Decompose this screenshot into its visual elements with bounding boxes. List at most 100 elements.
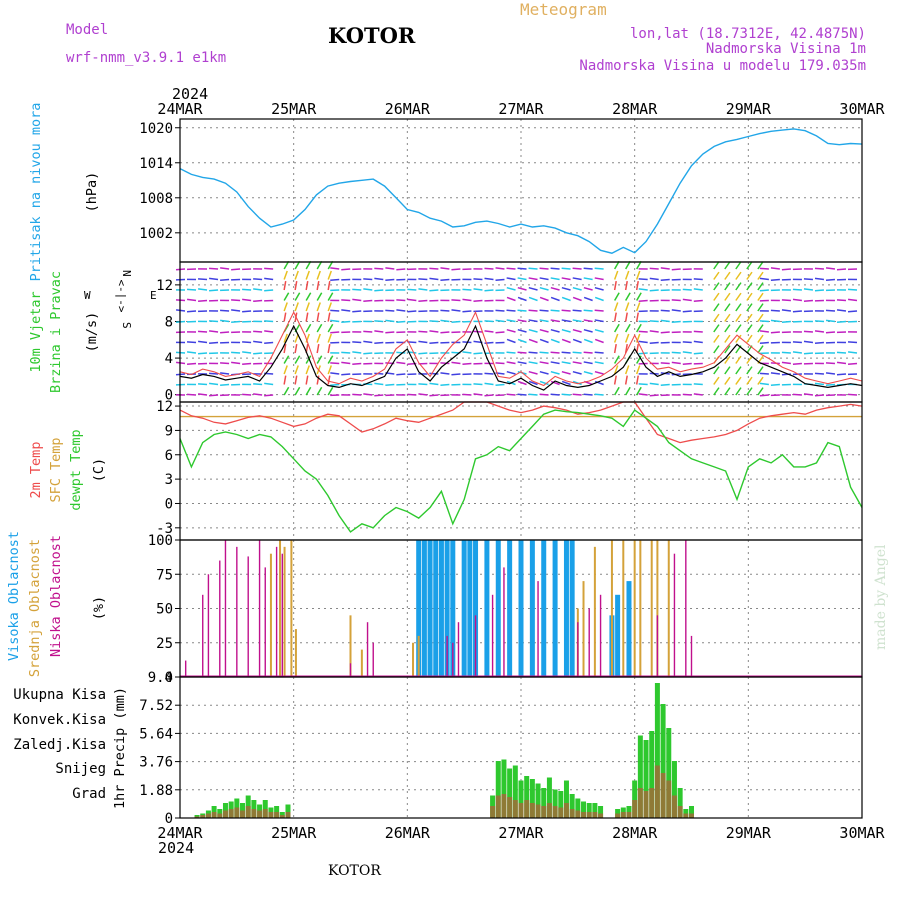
wind-speed-line [179,324,863,391]
wind-barb [792,341,802,344]
wind-barb [198,330,208,333]
low-cloud-bar [673,553,676,677]
wind-barb [316,375,320,385]
wind-barb [759,320,769,323]
wind-barb [550,319,560,323]
wind-barb [561,309,571,312]
wind-barb [693,383,703,386]
wind-barb [363,299,373,303]
wind-barb [613,375,617,385]
wind-barb [539,393,549,396]
wind-barb [316,355,323,364]
wind-barb [517,286,527,291]
wind-barb [550,296,560,302]
wind-barb [352,362,362,366]
wind-barb [283,312,287,322]
wind-barb [814,330,825,333]
wind-barb [539,370,549,375]
wind-barb [561,328,571,333]
wind-barb [451,268,461,271]
wind-barb [770,309,780,312]
wind-barb [294,386,301,396]
wind-barb [836,373,847,376]
wind-barb [186,288,197,291]
meteogram-label: Meteogram [520,0,607,19]
wind-barb [327,344,331,354]
wind-barb [746,366,753,375]
pressure-unit: (hPa) [84,172,100,213]
wind-barb [539,351,549,354]
wind-barb [484,289,494,292]
wind-barb [283,270,288,280]
wind-barb [572,267,582,270]
wind-barb [429,382,439,386]
low-cloud-bar [656,615,659,677]
wind-barb [539,286,549,291]
wind-barb [550,361,560,365]
wind-barb [583,361,593,365]
wind-barb [374,267,384,270]
wind-barb [517,351,527,354]
wind-barb [638,288,648,291]
wind-barb [759,372,769,375]
wind-barb [613,270,619,280]
low-cloud-axis-title: Niska Oblacnost [48,535,64,657]
wind-barb [396,309,406,312]
wind-barb [294,302,299,312]
wind-barb [814,267,825,270]
x-tick-label: 26MAR [385,100,431,118]
wind-barb [352,393,362,396]
y-tick-label: 75 [156,567,173,583]
wind-barb [660,278,670,282]
wind-barb [186,341,197,344]
wind-barb [327,281,331,291]
wind-barb [649,267,659,270]
wind-barb [462,362,472,366]
wind-barb [660,319,670,323]
compass-n: N [120,270,133,277]
wind-barb [825,278,836,282]
wind-barb [583,338,593,344]
wind-barb [316,292,323,301]
wind-barb [440,309,450,312]
conv-precip-bar [205,813,211,818]
conv-precip-bar [200,815,206,818]
wind-barb [561,277,571,281]
total-precip-bar [546,777,552,818]
wind-barb [613,292,620,301]
wind-barb [594,328,604,333]
conv-precip-bar [563,803,569,818]
wind-barb [305,292,312,301]
wind-axis-title: 10m Vjetar [28,291,44,372]
wind-barb [759,277,769,281]
wind-barb [624,270,630,280]
wind-barb [671,268,681,271]
wind-barb [341,309,351,312]
y-tick-label: 0 [165,388,173,404]
wind-barb [374,330,384,333]
high-cloud-bar [438,540,444,677]
conv-precip-bar [643,791,649,818]
wind-barb [242,341,252,344]
wind-barb [396,361,406,365]
wind-barb [528,338,538,344]
conv-precip-bar [285,812,291,818]
wind-barb [713,313,720,322]
conv-precip-bar [495,795,501,818]
wind-barb [746,292,753,301]
wind-barb [660,331,670,334]
wind-barb [638,340,648,344]
high-cloud-bar [421,540,427,677]
wind-barb [316,323,323,333]
wind-barb [528,319,538,323]
wind-barb [506,351,516,354]
low-cloud-bar [491,594,494,677]
wind-barb [594,351,604,354]
total-precip-bar [558,791,564,818]
x-tick-label: 25MAR [271,824,317,842]
wind-barb [198,383,208,386]
wind-barb [635,312,639,322]
wind-barb [550,267,560,270]
wind-barb [220,309,230,312]
wind-barb [495,362,505,365]
